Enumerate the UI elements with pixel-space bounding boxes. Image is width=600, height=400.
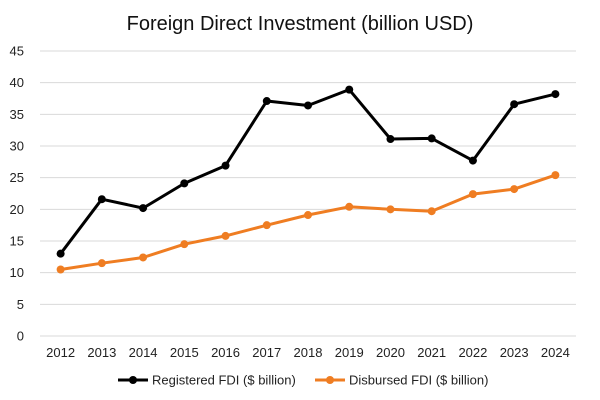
data-point [386, 205, 395, 214]
x-tick-label: 2014 [129, 345, 158, 360]
y-axis-ticks: 0 5 10 15 20 25 30 35 40 45 [10, 44, 24, 344]
data-point [468, 156, 477, 165]
data-point [221, 231, 230, 240]
y-tick-label: 35 [10, 107, 24, 122]
data-point [386, 135, 395, 144]
data-point [345, 202, 354, 211]
x-tick-label: 2020 [376, 345, 405, 360]
data-point [468, 190, 477, 199]
chart-title: Foreign Direct Investment (billion USD) [127, 13, 474, 35]
x-axis-ticks: 2012 2013 2014 2015 2016 2017 2018 2019 2020 2021… [46, 345, 570, 360]
legend-item: Registered FDI ($ billion) [118, 373, 296, 388]
x-tick-label: 2023 [500, 345, 529, 360]
data-point [139, 204, 148, 213]
y-tick-label: 5 [17, 297, 24, 312]
y-tick-label: 30 [10, 139, 24, 154]
data-point [180, 179, 189, 188]
y-tick-label: 0 [17, 329, 24, 344]
data-point [262, 97, 271, 106]
data-point [345, 85, 354, 94]
x-tick-label: 2017 [252, 345, 281, 360]
y-tick-label: 45 [10, 44, 24, 59]
y-tick-label: 40 [10, 75, 24, 90]
data-point [551, 171, 560, 180]
x-tick-label: 2021 [417, 345, 446, 360]
series-1 [56, 171, 560, 274]
y-tick-label: 15 [10, 234, 24, 249]
x-tick-label: 2018 [294, 345, 323, 360]
legend-item: Disbursed FDI ($ billion) [315, 373, 488, 388]
data-point [304, 101, 312, 110]
series-line [59, 173, 557, 271]
x-tick-label: 2015 [170, 345, 199, 360]
grid-lines [40, 50, 576, 337]
data-point [427, 207, 436, 216]
data-point [427, 134, 436, 143]
data-point [97, 259, 106, 268]
data-point [551, 90, 560, 99]
data-point [262, 221, 271, 230]
x-tick-label: 2012 [46, 345, 75, 360]
y-tick-label: 25 [10, 170, 24, 185]
data-point [56, 249, 65, 258]
legend-label: Disbursed FDI ($ billion) [349, 373, 488, 388]
x-tick-label: 2022 [458, 345, 487, 360]
data-point [56, 265, 65, 274]
series-0 [56, 85, 560, 258]
data-point [139, 253, 148, 262]
x-tick-label: 2016 [211, 345, 240, 360]
legend-marker [326, 376, 334, 384]
series-layer [56, 85, 560, 274]
data-point [221, 161, 230, 170]
x-tick-label: 2019 [335, 345, 364, 360]
data-point [510, 185, 519, 194]
x-tick-label: 2013 [87, 345, 116, 360]
data-point [304, 211, 312, 220]
x-tick-label: 2024 [541, 345, 570, 360]
data-point [510, 100, 519, 109]
y-tick-label: 10 [10, 265, 24, 280]
y-tick-label: 20 [10, 202, 24, 217]
legend-marker [129, 376, 137, 384]
legend-label: Registered FDI ($ billion) [152, 373, 296, 388]
data-point [180, 240, 189, 249]
legend: Registered FDI ($ billion) Disbursed FDI … [118, 373, 488, 388]
data-point [97, 195, 106, 204]
